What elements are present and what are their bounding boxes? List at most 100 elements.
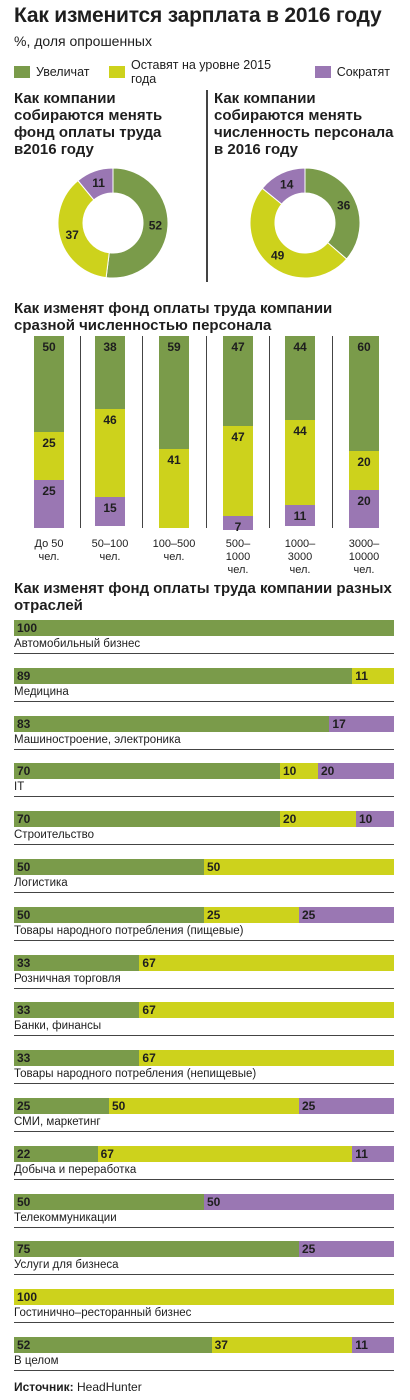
hbar-segment-label: 50 [17, 860, 31, 874]
column-segment [34, 480, 64, 528]
hbar-row-divider [14, 1226, 394, 1228]
column-segment-label: 25 [42, 436, 56, 450]
hbar-category-label: Товары народного потребления (пищевые) [14, 924, 244, 937]
legend-label-keep: Оставят на уровне 2015 года [130, 58, 272, 86]
hbar-segment [14, 715, 330, 732]
hbar-row-divider [14, 653, 394, 654]
hbar-segment [299, 906, 394, 923]
column-segment [159, 449, 189, 528]
legend-swatch-keep [109, 66, 125, 78]
hbar-segment-label: 33 [17, 1003, 31, 1018]
hbar-row-divider [14, 700, 394, 702]
hbar-segment [329, 715, 394, 732]
hbar-segment-label: 25 [302, 1099, 316, 1113]
donut-1-title-line: фонд оплаты труда [14, 124, 162, 141]
hbar-row: 50 50 Логистика [14, 859, 394, 895]
column-separator [79, 336, 81, 528]
hbar-row-divider [14, 796, 394, 798]
donut-1-slice [77, 167, 114, 201]
column-segment-label: 44 [293, 340, 307, 354]
hbar-row: 75 25 Услуги для бизнеса [14, 1241, 394, 1277]
legend-item-keep: Оставят на уровне 2015 года [109, 58, 294, 86]
column-segment-label: 41 [167, 453, 181, 468]
hbar-segment-label: 20 [321, 764, 335, 779]
hbar-segment-label: 67 [100, 1146, 114, 1161]
donut-2-slice-label: 36 [337, 198, 351, 212]
donut-2-slice [261, 167, 306, 205]
column-category-line: 500– [225, 538, 251, 550]
legend-label-decrease: Сократят [336, 65, 390, 79]
hbar-segment [352, 1145, 394, 1162]
hbar-category-label: Автомобильный бизнес [14, 638, 141, 650]
hbar-segment [299, 1098, 394, 1114]
legend-item-decrease: Сократят [314, 65, 390, 79]
legend-swatch-increase [14, 66, 30, 78]
hbar-segment-label: 100 [17, 1290, 38, 1305]
hbar-segment-label: 67 [142, 955, 156, 970]
column-category-line: 3000– [348, 538, 380, 550]
column-segment-label: 44 [293, 424, 307, 439]
hbar-category-label: Гостинично–ресторанный бизнес [14, 1307, 192, 1320]
legend: Увеличат Оставят на уровне 2015 года Сок… [14, 58, 410, 86]
donut-1-title-line: Как компании [14, 90, 116, 107]
column-category-label: 100–500 чел. [144, 538, 204, 564]
hbar-chart-title-line: Как изменят фонд оплаты труда компании р… [14, 580, 392, 597]
column-segment-label: 59 [167, 340, 181, 354]
hbar-row-divider [14, 939, 394, 941]
donut-2-slice [250, 187, 348, 279]
hbar-row: 100 Гостинично–ресторанный бизнес [14, 1289, 394, 1325]
column-category-line: чел. [289, 564, 311, 576]
hbar-row: 25 50 25 СМИ, маркетинг [14, 1098, 394, 1134]
hbar-segment [280, 763, 318, 780]
hbar-segment-label: 52 [17, 1338, 31, 1352]
hbar-segment [14, 1241, 299, 1258]
column-chart-title-line: Как изменят фонд оплаты труда компании [14, 300, 333, 317]
hbar-segment [97, 1145, 353, 1162]
donut-divider [206, 90, 208, 282]
hbar-segment-label: 50 [17, 907, 31, 922]
source-value: HeadHunter [77, 1380, 142, 1394]
hbar-segment-label: 67 [142, 1003, 156, 1018]
hbar-segment-label: 25 [302, 907, 316, 922]
column-stack: 47 47 7 [223, 336, 253, 534]
hbar-segment [204, 906, 299, 923]
hbar-segment-label: 25 [207, 907, 221, 922]
hbar-segment-label: 10 [359, 812, 373, 827]
hbar-segment [356, 811, 394, 828]
column-category-label: 500– 1000 чел. [208, 538, 268, 577]
donut-2-title-line: собираются менять [214, 107, 363, 124]
hbar-category-label: IT [14, 781, 25, 794]
hbar-category-label: В целом [14, 1355, 59, 1367]
legend-item-increase: Увеличат [14, 65, 89, 79]
column-category-line: чел. [38, 551, 60, 563]
column-stack: 38 46 15 [95, 336, 125, 528]
hbar-segment-label: 25 [302, 1242, 316, 1257]
hbar-segment [211, 1337, 353, 1353]
hbar-row-divider [14, 1178, 394, 1180]
donut-2-slice-label: 49 [271, 249, 285, 263]
hbar-segment [14, 859, 204, 875]
source-label: Источник: [14, 1380, 74, 1394]
donut-2-title-line: в 2016 году [214, 141, 298, 158]
hbar-category-label: Медицина [14, 685, 69, 698]
hbar-row: 50 25 25 Товары народного потребления (пище… [14, 906, 394, 943]
hbar-row: 89 11 Медицина [14, 667, 394, 704]
hbar-segment [14, 1289, 394, 1306]
column-segment-label: 15 [103, 501, 117, 516]
hbar-category-label: Логистика [14, 877, 68, 889]
column-category-line: До 50 [34, 538, 64, 550]
hbar-segment [14, 1002, 140, 1019]
donut-2-slice [304, 167, 360, 260]
column-category-label: 50–100 чел. [80, 538, 140, 564]
column-segment-label: 7 [234, 520, 242, 535]
hbar-row-divider [14, 1035, 394, 1037]
column-segment-label: 47 [231, 430, 245, 445]
column-separator [206, 336, 207, 528]
hbar-chart-title: Как изменят фонд оплаты труда компании р… [14, 580, 392, 614]
hbar-segment [14, 1337, 212, 1353]
hbar-row: 22 67 11 Добыча и переработка [14, 1145, 394, 1182]
donut-1-title: Как компании собираются менять фонд опла… [14, 90, 162, 158]
hbar-category-label: Строительство [14, 829, 95, 842]
donut-2-slice-label: 14 [280, 178, 294, 192]
hbar-category-label: Телекоммуникации [14, 1211, 117, 1224]
